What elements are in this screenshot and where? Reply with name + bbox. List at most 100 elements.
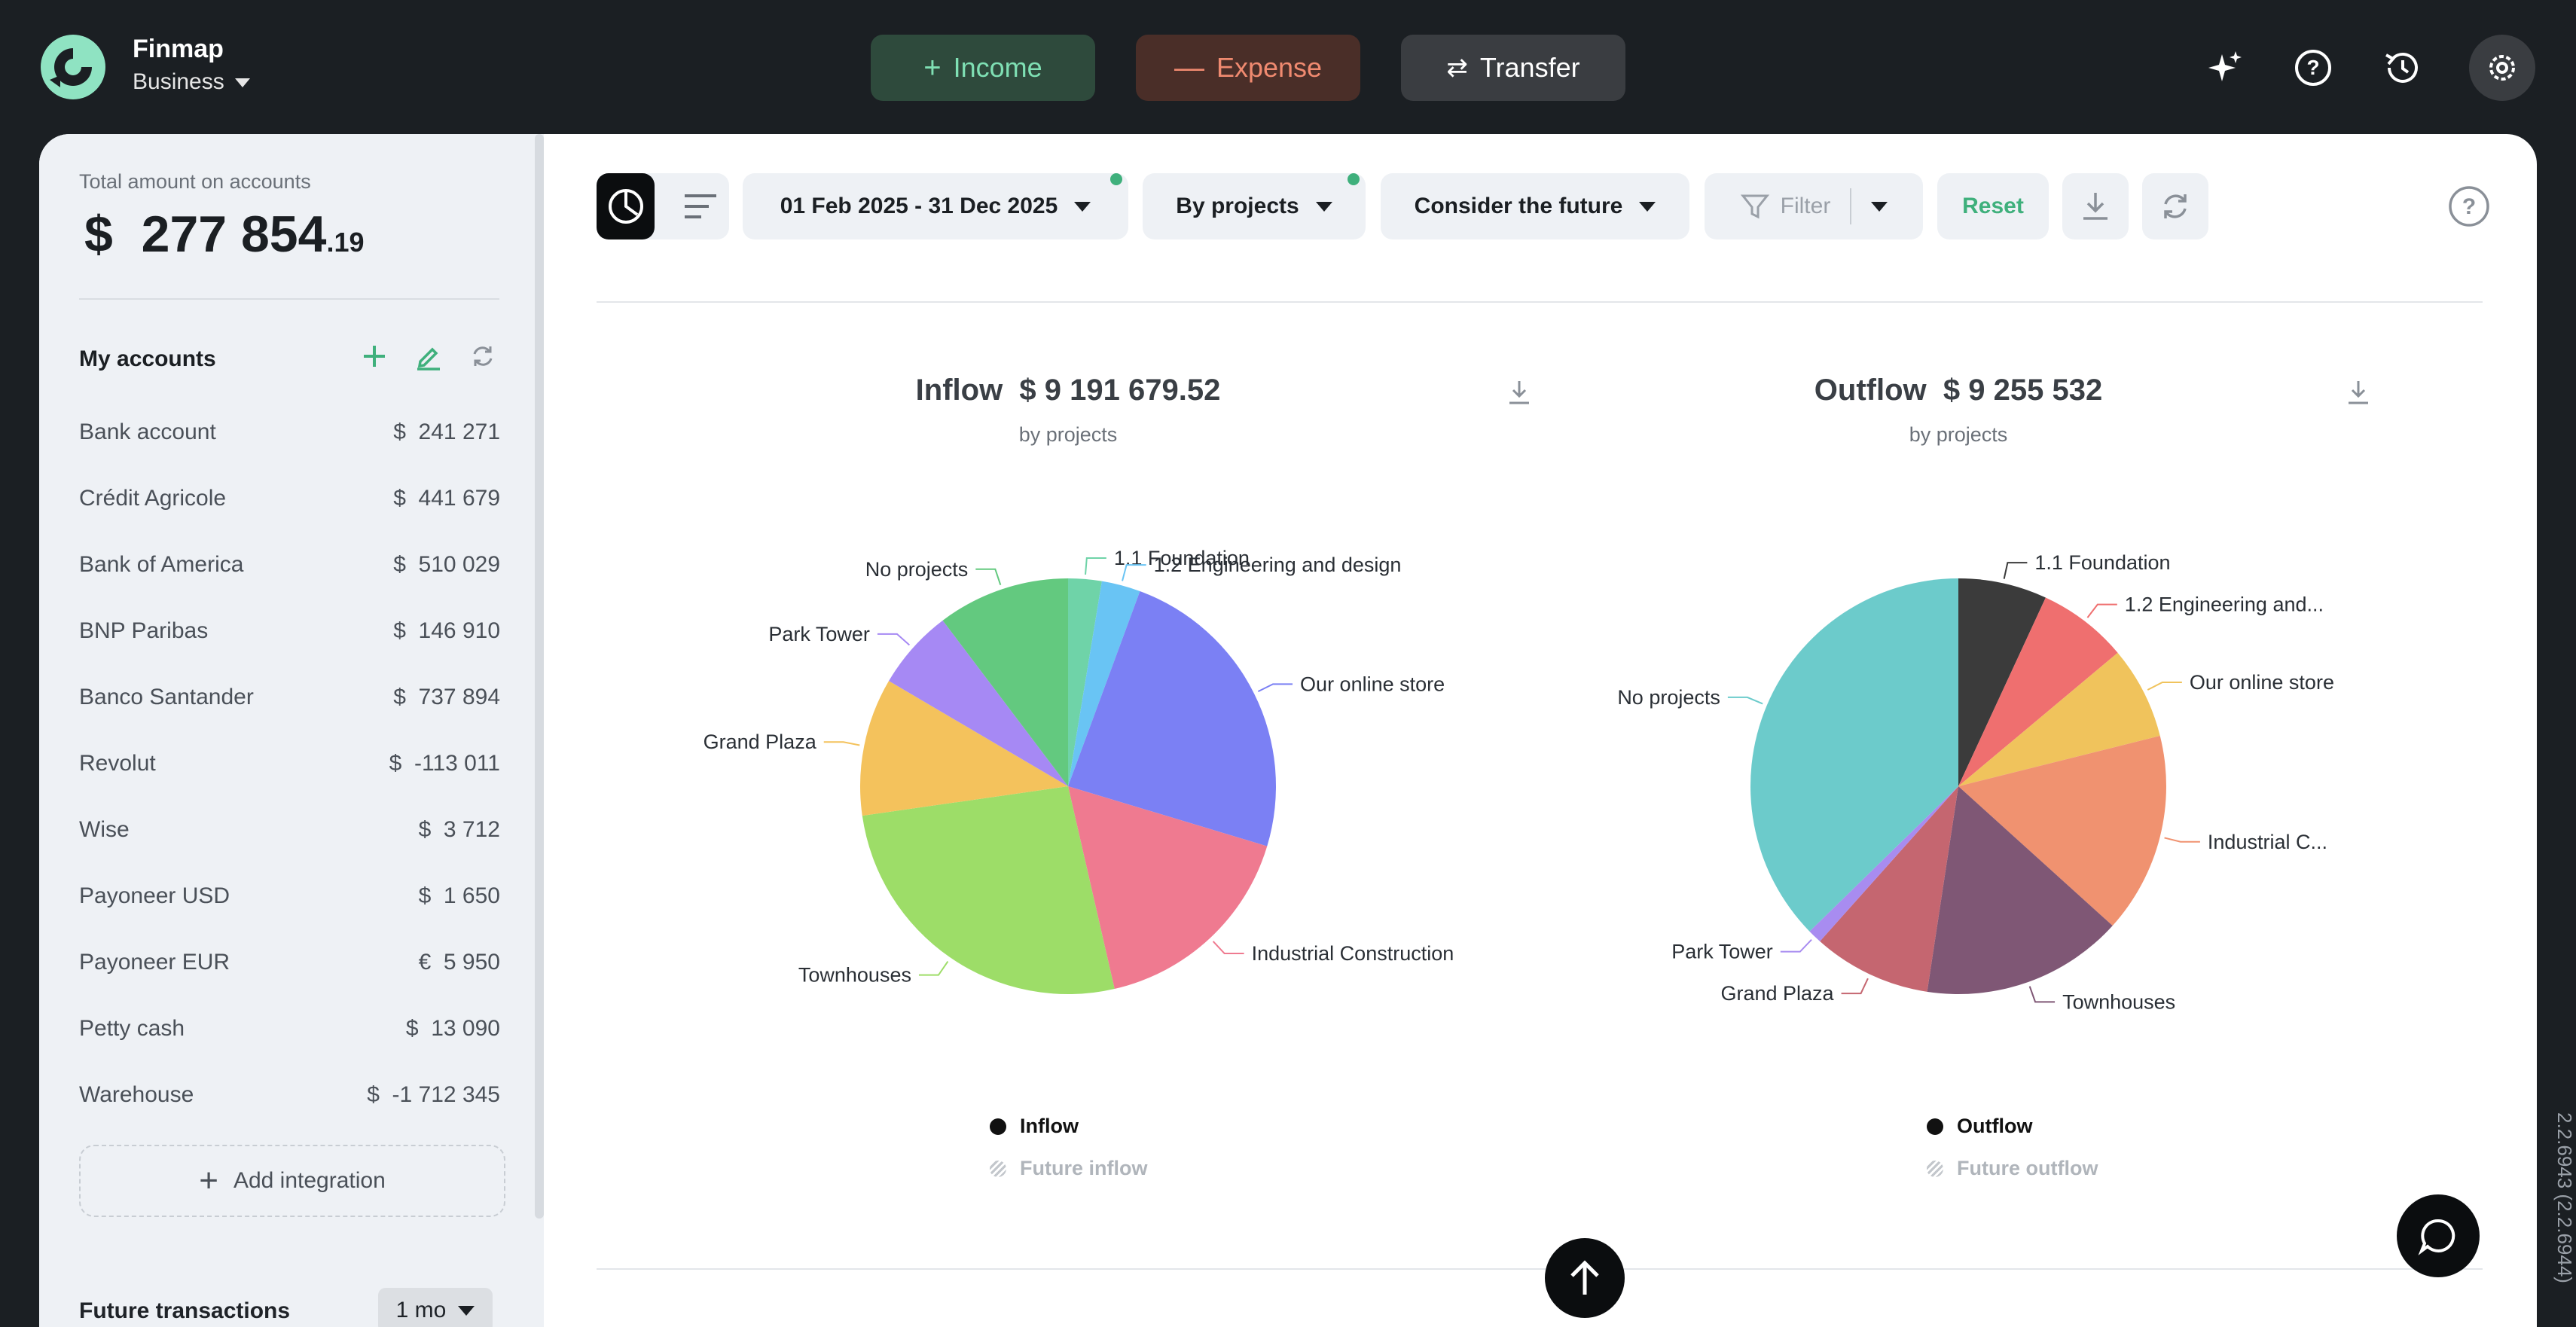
total-currency: $ <box>84 206 113 263</box>
pie-slice[interactable] <box>942 578 1068 786</box>
income-label: Income <box>953 52 1042 83</box>
account-row[interactable]: Crédit Agricole $ 441 679 <box>79 465 536 532</box>
pie-slice[interactable] <box>1750 578 1958 932</box>
slice-label: Park Tower <box>1671 941 1773 963</box>
pie-slice[interactable] <box>1068 578 1102 786</box>
outflow-legend[interactable]: Outflow <box>1927 1115 2032 1138</box>
help-icon[interactable]: ? <box>2442 179 2496 233</box>
charts-divider <box>597 1268 2483 1270</box>
inflow-legend[interactable]: Inflow <box>990 1115 1079 1138</box>
refresh-button[interactable] <box>2142 173 2208 239</box>
pie-slice[interactable] <box>1927 786 2113 994</box>
chevron-down-icon[interactable] <box>235 78 250 87</box>
download-button[interactable] <box>2062 173 2129 239</box>
arrow-up-icon <box>1570 1260 1599 1295</box>
transfer-button[interactable]: ⇄ Transfer <box>1401 35 1625 101</box>
pie-slice[interactable] <box>860 681 1068 816</box>
slice-leader-line <box>2164 837 2200 843</box>
group-by-select[interactable]: By projects <box>1143 173 1366 239</box>
slice-label: Grand Plaza <box>1720 982 1834 1005</box>
date-range-select[interactable]: 01 Feb 2025 - 31 Dec 2025 <box>743 173 1128 239</box>
refresh-icon <box>2164 194 2187 218</box>
chevron-down-icon <box>1074 201 1091 212</box>
group-by-value: By projects <box>1176 194 1299 218</box>
account-row[interactable]: BNP Paribas $ 146 910 <box>79 598 536 664</box>
account-name: Bank of America <box>79 552 244 577</box>
future-outflow-legend[interactable]: Future outflow <box>1927 1157 2098 1180</box>
account-amount: $ 510 029 <box>393 552 500 577</box>
pie-slice[interactable] <box>1958 578 2046 786</box>
legend-dot <box>1927 1118 1943 1135</box>
slice-label: Industrial Construction <box>1252 942 1454 965</box>
legend-dot <box>990 1118 1006 1135</box>
account-row[interactable]: Payoneer EUR € 5 950 <box>79 929 536 996</box>
account-name: Banco Santander <box>79 685 254 709</box>
inflow-download-icon[interactable] <box>1500 374 1538 411</box>
account-amount: $ -113 011 <box>389 751 500 776</box>
account-name: Bank account <box>79 419 216 444</box>
scroll-to-top-button[interactable] <box>1545 1238 1625 1318</box>
add-account-icon[interactable] <box>356 337 393 375</box>
main-panel: Total amount on accounts $ 277 854.19 My… <box>39 134 2537 1327</box>
pie-slice[interactable] <box>1068 581 1140 786</box>
svg-text:?: ? <box>2306 56 2319 79</box>
expense-button[interactable]: — Expense <box>1136 35 1360 101</box>
sidebar-scrollbar[interactable] <box>535 134 544 1219</box>
slice-label: Our online store <box>2190 671 2334 694</box>
total-amount: $ 277 854.19 <box>84 205 364 264</box>
account-row[interactable]: Payoneer USD $ 1 650 <box>79 863 536 929</box>
finmap-logo-icon[interactable] <box>39 33 107 101</box>
pie-slice[interactable] <box>1068 786 1268 990</box>
chevron-down-icon[interactable] <box>1871 201 1888 212</box>
pie-slice[interactable] <box>889 620 1068 786</box>
list-view-button[interactable] <box>671 173 729 239</box>
slice-label: 1.1 Foundation <box>2034 551 2170 574</box>
add-integration-button[interactable]: + Add integration <box>79 1145 505 1217</box>
history-icon[interactable] <box>2375 41 2429 95</box>
legend-hatch <box>1927 1160 1943 1177</box>
edit-accounts-icon[interactable] <box>410 337 447 375</box>
account-amount: $ 441 679 <box>393 486 500 511</box>
refresh-accounts-icon[interactable] <box>464 337 502 375</box>
magic-icon[interactable] <box>2198 41 2252 95</box>
pie-slice[interactable] <box>1068 591 1276 847</box>
workspace-selector[interactable]: Business <box>133 69 224 94</box>
expense-label: Expense <box>1216 52 1323 83</box>
pie-slice[interactable] <box>1820 786 1958 992</box>
minus-icon: — <box>1174 50 1204 84</box>
pie-slice[interactable] <box>1809 786 1958 941</box>
pie-slice[interactable] <box>1958 736 2166 926</box>
account-row[interactable]: Banco Santander $ 737 894 <box>79 664 536 731</box>
account-row[interactable]: Revolut $ -113 011 <box>79 731 536 797</box>
filter-icon <box>1740 194 1769 219</box>
account-row[interactable]: Petty cash $ 13 090 <box>79 996 536 1062</box>
account-amount: $ 737 894 <box>393 685 500 709</box>
pie-slice[interactable] <box>1958 597 2118 786</box>
sidebar-divider <box>79 298 499 300</box>
reset-button[interactable]: Reset <box>1937 173 2049 239</box>
filter-button[interactable]: Filter <box>1705 173 1923 239</box>
pie-view-button[interactable] <box>597 173 655 239</box>
pie-slice[interactable] <box>1958 652 2160 786</box>
future-mode-select[interactable]: Consider the future <box>1381 173 1689 239</box>
account-row[interactable]: Bank account $ 241 271 <box>79 399 536 465</box>
pie-slice[interactable] <box>862 786 1115 994</box>
account-name: Warehouse <box>79 1082 194 1107</box>
help-icon[interactable]: ? <box>2286 41 2340 95</box>
income-button[interactable]: + Income <box>871 35 1095 101</box>
total-int: 277 854 <box>141 206 327 263</box>
future-period-select[interactable]: 1 mo <box>378 1288 493 1327</box>
slice-label: Park Tower <box>768 623 870 645</box>
account-amount: $ 146 910 <box>393 618 500 643</box>
gear-icon[interactable] <box>2469 35 2535 101</box>
account-row[interactable]: Bank of America $ 510 029 <box>79 532 536 598</box>
future-mode-value: Consider the future <box>1414 194 1623 218</box>
date-range-value: 01 Feb 2025 - 31 Dec 2025 <box>780 194 1058 218</box>
chat-button[interactable] <box>2397 1194 2480 1277</box>
account-row[interactable]: Wise $ 3 712 <box>79 797 536 863</box>
slice-leader-line <box>1780 939 1812 953</box>
filter-separator <box>1850 188 1852 224</box>
outflow-download-icon[interactable] <box>2339 374 2377 411</box>
account-row[interactable]: Warehouse $ -1 712 345 <box>79 1062 536 1128</box>
future-inflow-legend[interactable]: Future inflow <box>990 1157 1147 1180</box>
